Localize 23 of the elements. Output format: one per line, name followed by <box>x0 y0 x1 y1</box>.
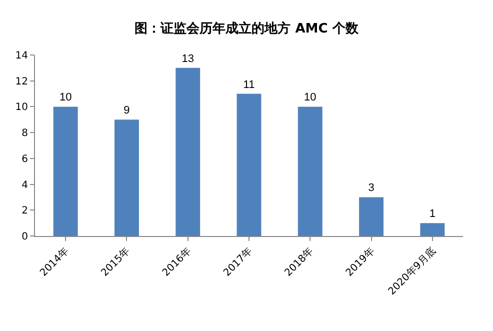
y-tick-label: 4 <box>22 180 28 191</box>
y-tick-label: 0 <box>22 232 28 242</box>
y-tick-label: 8 <box>22 128 28 140</box>
data-label: 1 <box>429 208 436 220</box>
bar <box>176 68 200 236</box>
y-tick-label: 6 <box>22 154 28 165</box>
bar <box>236 94 262 236</box>
y-tick-label: 10 <box>15 102 28 114</box>
bar <box>420 223 445 236</box>
bar <box>114 120 139 236</box>
bar <box>359 197 384 236</box>
y-tick-label: 14 <box>15 50 28 62</box>
y-tick-label: 12 <box>15 76 28 88</box>
data-label: 3 <box>368 182 374 194</box>
data-label: 13 <box>182 52 194 65</box>
data-label: 11 <box>243 78 255 91</box>
y-tick-label: 2 <box>22 206 28 217</box>
bar <box>298 106 322 236</box>
data-label: 10 <box>59 92 72 104</box>
data-label: 9 <box>124 104 130 117</box>
bar <box>53 106 78 236</box>
chart-title: 图：证监会历年成立的地方 AMC 个数 <box>134 20 360 36</box>
data-label: 10 <box>304 92 316 104</box>
